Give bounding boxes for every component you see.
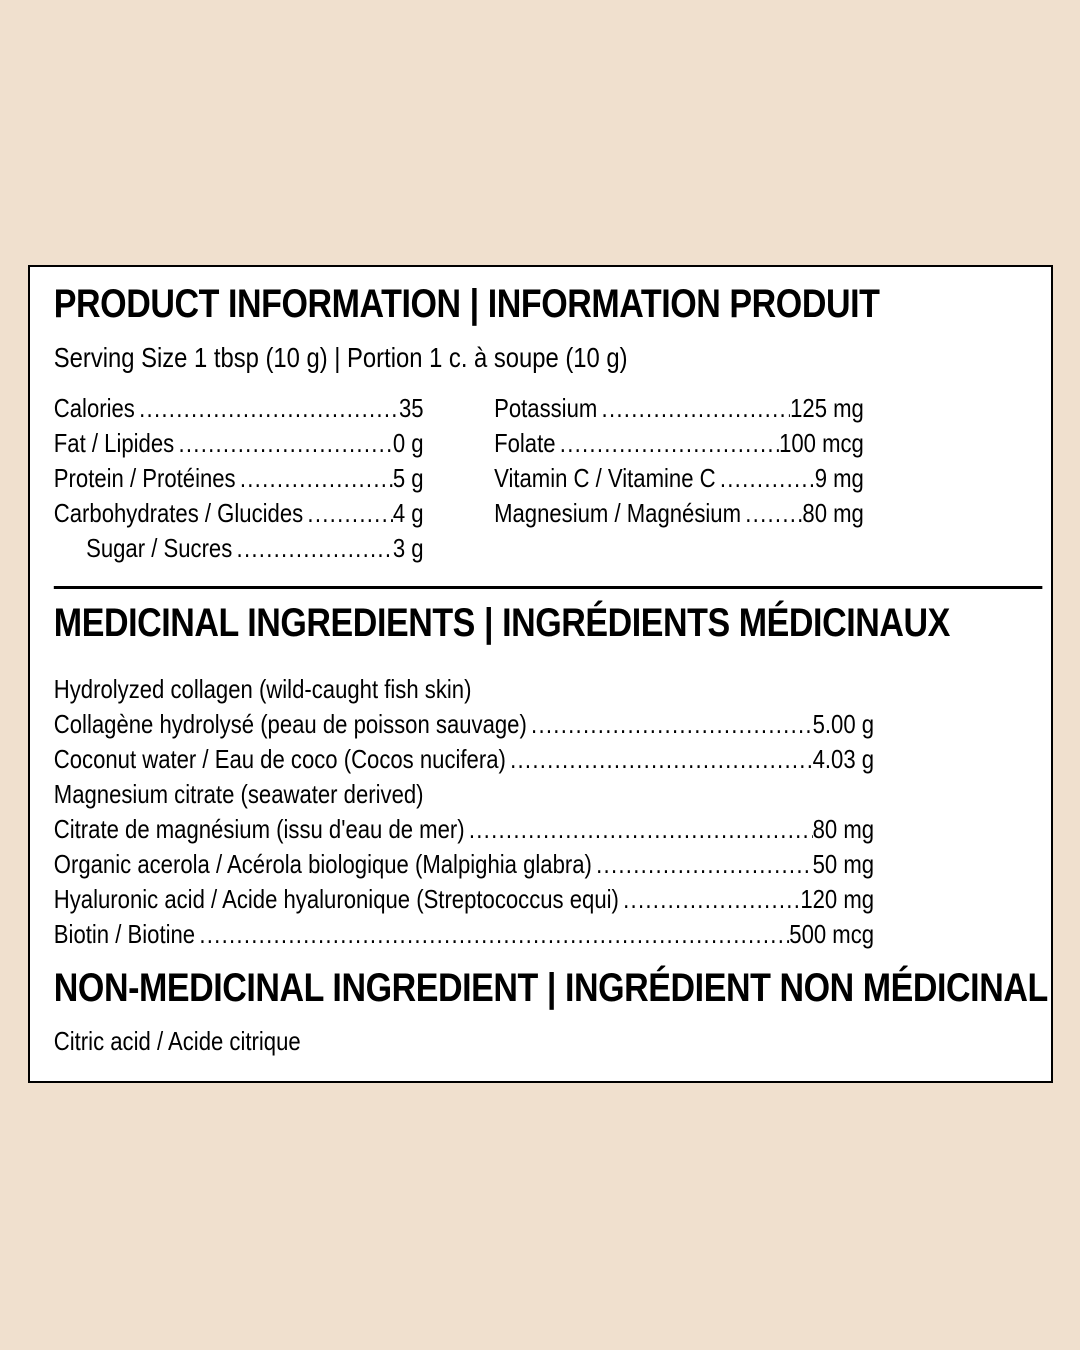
leader-dots (597, 391, 790, 426)
nutrition-value: 100 mcg (779, 428, 864, 458)
leader-dots (619, 882, 800, 917)
nutrition-row: Magnesium / Magnésium 80 mg (494, 496, 864, 531)
nutrition-value: 9 mg (814, 463, 864, 493)
ingredient-label: Hydrolyzed collagen (wild-caught fish sk… (53, 674, 472, 704)
ingredient-label: Coconut water / Eau de coco (Cocos nucif… (53, 744, 506, 774)
leader-dots (236, 461, 393, 496)
medicinal-ingredients-title: MEDICINAL INGREDIENTS | INGRÉDIENTS MÉDI… (53, 601, 950, 645)
ingredient-row: Hydrolyzed collagen (wild-caught fish sk… (54, 672, 874, 707)
nutrition-value: 80 mg (802, 498, 864, 528)
nutrition-label: Calories (53, 393, 135, 423)
leader-dots (174, 426, 393, 461)
product-information-title: PRODUCT INFORMATION | INFORMATION PRODUI… (53, 282, 880, 326)
ingredient-label: Collagène hydrolysé (peau de poisson sau… (53, 709, 527, 739)
nutrition-label: Protein / Protéines (53, 463, 236, 493)
product-label-panel: PRODUCT INFORMATION | INFORMATION PRODUI… (28, 265, 1053, 1083)
nutrition-label: Potassium (494, 393, 598, 423)
ingredient-value: 80 mg (812, 814, 875, 844)
nutrition-row: Folate 100 mcg (494, 426, 864, 461)
nutrition-row: Protein / Protéines 5 g (54, 461, 424, 496)
ingredient-value: 4.03 g (812, 744, 875, 774)
ingredient-value: 50 mg (812, 849, 875, 879)
ingredient-label: Biotin / Biotine (53, 919, 196, 949)
nutrition-label: Vitamin C / Vitamine C (494, 463, 716, 493)
serving-size-text: Serving Size 1 tbsp (10 g) | Portion 1 c… (53, 342, 628, 373)
ingredient-label: Organic acerola / Acérola biologique (Ma… (53, 849, 592, 879)
medicinal-ingredients-list: Hydrolyzed collagen (wild-caught fish sk… (54, 672, 874, 952)
ingredient-value: 500 mcg (789, 919, 875, 949)
ingredient-label: Hyaluronic acid / Acide hyaluronique (St… (53, 884, 619, 914)
ingredient-row: Magnesium citrate (seawater derived) (54, 777, 874, 812)
nutrition-value: 3 g (392, 533, 424, 563)
nutrition-row: Vitamin C / Vitamine C 9 mg (494, 461, 864, 496)
ingredient-value: 5.00 g (812, 709, 875, 739)
leader-dots (592, 847, 813, 882)
ingredient-label: Citrate de magnésium (issu d'eau de mer) (53, 814, 465, 844)
leader-dots (716, 461, 815, 496)
ingredient-row: Organic acerola / Acérola biologique (Ma… (54, 847, 874, 882)
nutrition-label: Fat / Lipides (53, 428, 175, 458)
nutrition-value: 125 mg (790, 393, 864, 423)
nutrition-row: Fat / Lipides 0 g (54, 426, 424, 461)
nutrition-label: Magnesium / Magnésium (494, 498, 741, 528)
ingredient-label: Magnesium citrate (seawater derived) (53, 779, 424, 809)
leader-dots (506, 742, 813, 777)
ingredient-row: Hyaluronic acid / Acide hyaluronique (St… (54, 882, 874, 917)
leader-dots (195, 917, 789, 952)
ingredient-row: Collagène hydrolysé (peau de poisson sau… (54, 707, 874, 742)
nutrition-row: Sugar / Sucres 3 g (54, 531, 424, 566)
section-divider (53, 586, 1043, 589)
ingredient-row: Coconut water / Eau de coco (Cocos nucif… (54, 742, 874, 777)
nutrition-label: Sugar / Sucres (86, 533, 233, 563)
nutrition-value: 4 g (392, 498, 424, 528)
leader-dots (465, 812, 813, 847)
nutrition-label: Folate (494, 428, 556, 458)
nutrition-value: 35 (398, 393, 424, 423)
nutrition-value: 0 g (392, 428, 424, 458)
leader-dots (556, 426, 780, 461)
nutrition-label: Carbohydrates / Glucides (53, 498, 304, 528)
leader-dots (527, 707, 813, 742)
leader-dots (741, 496, 802, 531)
nutrition-row: Carbohydrates / Glucides 4 g (54, 496, 424, 531)
nutrition-column-right: Potassium 125 mg Folate 100 mcg Vitamin … (494, 391, 864, 566)
product-label-content: PRODUCT INFORMATION | INFORMATION PRODUI… (30, 267, 1051, 1058)
nutrition-row: Calories 35 (54, 391, 424, 426)
non-medicinal-title: NON-MEDICINAL INGREDIENT | INGRÉDIENT NO… (53, 966, 1048, 1010)
nutrition-facts: Calories 35 Fat / Lipides 0 g Protein / … (54, 391, 1026, 566)
nutrition-column-left: Calories 35 Fat / Lipides 0 g Protein / … (54, 391, 424, 566)
leader-dots (232, 531, 393, 566)
leader-dots (135, 391, 399, 426)
ingredient-row: Biotin / Biotine 500 mcg (54, 917, 874, 952)
ingredient-row: Citrate de magnésium (issu d'eau de mer)… (54, 812, 874, 847)
leader-dots (303, 496, 393, 531)
non-medicinal-ingredient-text: Citric acid / Acide citrique (53, 1026, 301, 1056)
nutrition-row: Potassium 125 mg (494, 391, 864, 426)
nutrition-value: 5 g (392, 463, 424, 493)
ingredient-value: 120 mg (800, 884, 875, 914)
